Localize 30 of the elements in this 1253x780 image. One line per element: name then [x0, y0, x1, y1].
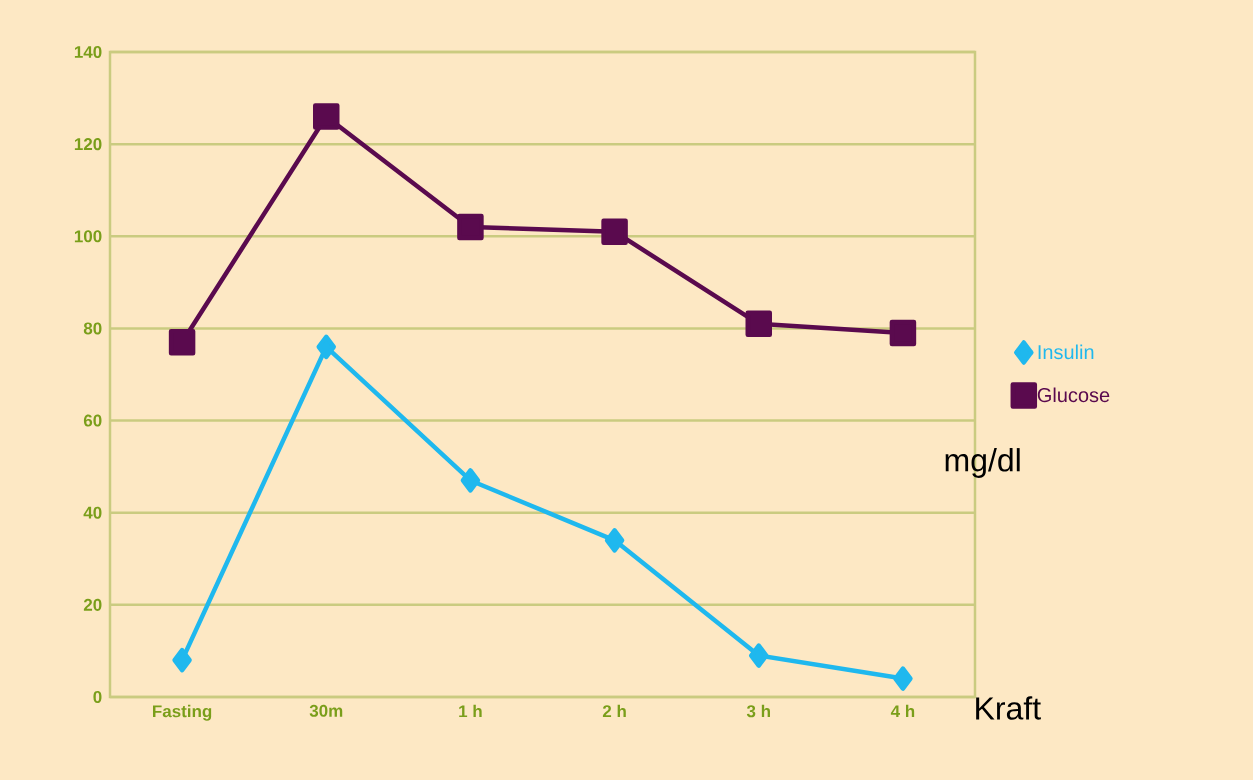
x-tick-label: Fasting: [153, 704, 212, 721]
y-tick-label: 60: [83, 414, 102, 427]
legend-label: Insulin: [1038, 344, 1094, 360]
annotation: mg/dl: [945, 448, 1020, 478]
point: [313, 103, 340, 130]
x-tick-label: 3 h: [746, 704, 770, 718]
point: [749, 643, 769, 668]
y-tick-label: 0: [93, 690, 102, 704]
point: [601, 218, 628, 245]
point: [889, 319, 917, 347]
legend-label: Glucose: [1037, 387, 1110, 403]
y-tick-label: 140: [74, 45, 102, 59]
y-tick-label: 20: [83, 598, 102, 611]
y-tick-label: 40: [83, 506, 102, 519]
point: [457, 213, 484, 241]
point: [316, 334, 337, 360]
point: [460, 468, 481, 493]
point: [893, 666, 913, 691]
x-tick-label: 2 h: [602, 704, 626, 718]
point: [168, 329, 196, 356]
text: Kraft: [976, 696, 1041, 720]
y-tick-label: 80: [83, 322, 102, 335]
y-tick-label: 120: [74, 138, 102, 151]
y-tick-label: 100: [74, 230, 102, 243]
point: [604, 528, 625, 553]
point: [745, 310, 773, 338]
point: [172, 647, 192, 673]
x-tick-label: 30m: [309, 704, 343, 717]
x-tick-label: 4 h: [890, 704, 915, 718]
x-tick-label: 1 h: [459, 704, 482, 718]
